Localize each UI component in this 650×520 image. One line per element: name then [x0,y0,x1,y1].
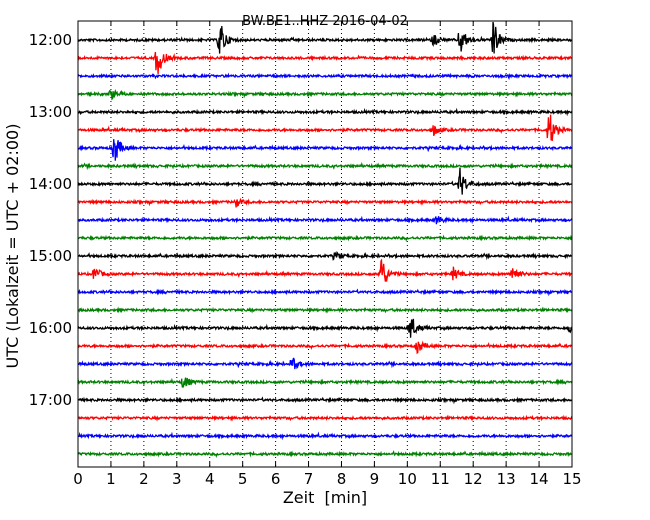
trace-1430 [77,215,573,225]
y-tick-label: 17:00 [29,391,72,409]
x-tick-label: 13 [497,470,516,488]
y-tick-label: 16:00 [29,319,72,337]
trace-1445 [77,234,573,243]
x-axis: 0 1 2 3 4 5 6 7 8 9 10 11 12 13 14 15 [73,21,582,488]
trace-1715 [77,414,573,422]
x-tick-label: 15 [562,470,581,488]
trace-1515 [77,258,573,282]
trace-1400 [77,167,573,195]
y-axis: 12:00 13:00 14:00 15:00 16:00 17:00 [29,31,572,409]
x-tick-label: 12 [464,470,483,488]
trace-1200 [77,21,573,54]
trace-1500 [77,250,573,261]
trace-1730 [77,431,573,441]
x-tick-label: 0 [73,470,83,488]
trace-1530 [77,288,573,297]
trace-1745 [77,450,573,459]
trace-1415 [77,197,573,208]
x-tick-label: 5 [238,470,248,488]
trace-group [77,21,573,459]
trace-1215 [77,51,573,75]
y-tick-label: 13:00 [29,103,72,121]
x-tick-label: 2 [139,470,149,488]
x-tick-label: 8 [337,470,347,488]
trace-1615 [77,340,573,355]
y-tick-label: 14:00 [29,175,72,193]
x-tick-label: 10 [398,470,417,488]
x-tick-label: 14 [530,470,549,488]
trace-1300 [77,107,573,117]
trace-1600 [77,318,573,338]
x-tick-label: 11 [431,470,450,488]
trace-1545 [77,306,573,314]
trace-1245 [77,89,573,101]
trace-1630 [77,357,573,370]
trace-1700 [77,396,573,405]
y-axis-label: UTC (Lokalzeit = UTC + 02:00) [3,124,22,369]
x-axis-label: Zeit [min] [283,488,367,507]
trace-1645 [77,377,573,388]
x-tick-label: 6 [271,470,281,488]
x-tick-label: 7 [304,470,314,488]
y-tick-label: 15:00 [29,247,72,265]
x-tick-label: 4 [205,470,215,488]
trace-1345 [77,161,573,171]
trace-1330 [77,139,573,161]
y-tick-label: 12:00 [29,31,72,49]
x-tick-label: 3 [172,470,182,488]
x-tick-label: 9 [370,470,380,488]
x-tick-label: 1 [106,470,116,488]
trace-1315 [77,114,573,141]
plot-frame [77,20,573,468]
trace-1230 [77,72,573,81]
